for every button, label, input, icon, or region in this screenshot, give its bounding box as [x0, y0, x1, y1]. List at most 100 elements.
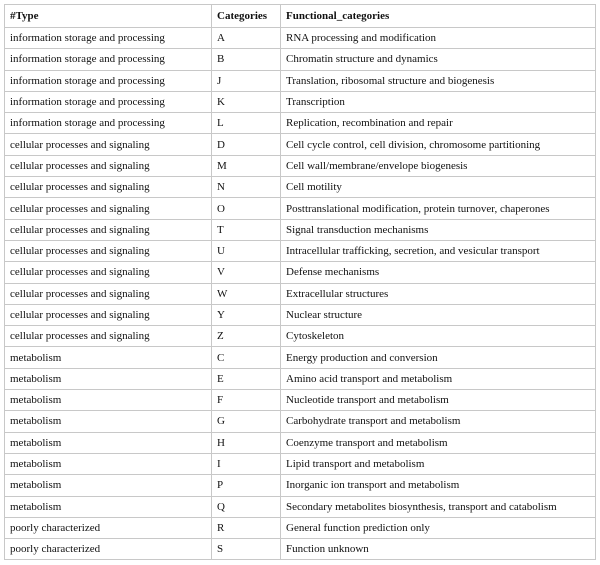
table-cell: Cell cycle control, cell division, chrom…	[280, 133, 596, 156]
table-row: cellular processes and signaling D Cell cy…	[4, 133, 596, 156]
table-cell: Amino acid transport and metabolism	[280, 367, 596, 391]
table-cell: Posttranslational modification, protein …	[280, 197, 596, 220]
table-row: cellular processes and signaling W Extrace…	[4, 282, 596, 305]
table-cell: M	[211, 154, 281, 178]
table-row: metabolism P Inorganic ion transport and m…	[4, 474, 596, 497]
table-cell: information storage and processing	[4, 90, 212, 114]
table-cell: cellular processes and signaling	[4, 303, 212, 327]
table-cell: Signal transduction mechanisms	[280, 218, 596, 241]
table-cell: metabolism	[4, 367, 212, 391]
table-row: information storage and processing L Repli…	[4, 112, 596, 135]
table-row: metabolism Q Secondary metabolites biosynt…	[4, 495, 596, 518]
table-cell: K	[211, 90, 281, 114]
table-cell: cellular processes and signaling	[4, 261, 212, 284]
header-cell: #Type	[4, 4, 212, 28]
table-cell: I	[211, 452, 281, 476]
table-row: information storage and processing B Chrom…	[4, 48, 596, 71]
table-cell: Lipid transport and metabolism	[280, 452, 596, 476]
table-row: metabolism I Lipid transport and metabolis…	[4, 452, 596, 476]
table-row: information storage and processing J Trans…	[4, 69, 596, 92]
table-cell: Extracellular structures	[280, 282, 596, 305]
table-cell: S	[211, 538, 281, 561]
table-row: information storage and processing A RNA p…	[4, 26, 596, 50]
table-cell: E	[211, 367, 281, 391]
table-cell: P	[211, 474, 281, 497]
table-row: cellular processes and signaling U Intrace…	[4, 239, 596, 263]
table-cell: metabolism	[4, 431, 212, 454]
table-cell: metabolism	[4, 495, 212, 518]
table-cell: metabolism	[4, 474, 212, 497]
header-cell: Categories	[211, 4, 281, 28]
table-cell: L	[211, 112, 281, 135]
table-cell: O	[211, 197, 281, 220]
table-cell: Defense mechanisms	[280, 261, 596, 284]
table-cell: Inorganic ion transport and metabolism	[280, 474, 596, 497]
table-cell: N	[211, 176, 281, 199]
table-row: cellular processes and signaling N Cell mo…	[4, 176, 596, 199]
table-row: metabolism E Amino acid transport and meta…	[4, 367, 596, 391]
table-cell: Carbohydrate transport and metabolism	[280, 410, 596, 433]
table-cell: B	[211, 48, 281, 71]
table-cell: Secondary metabolites biosynthesis, tran…	[280, 495, 596, 518]
table-row: metabolism C Energy production and convers…	[4, 346, 596, 369]
table-cell: information storage and processing	[4, 112, 212, 135]
table-row: cellular processes and signaling Y Nuclear…	[4, 303, 596, 327]
table-cell: cellular processes and signaling	[4, 218, 212, 241]
table-cell: cellular processes and signaling	[4, 239, 212, 263]
table-row: metabolism H Coenzyme transport and metabo…	[4, 431, 596, 454]
table-row: poorly characterized S Function unknown	[4, 538, 596, 561]
table-cell: cellular processes and signaling	[4, 154, 212, 178]
table-cell: information storage and processing	[4, 69, 212, 92]
table-row: cellular processes and signaling M Cell wa…	[4, 154, 596, 178]
table-cell: metabolism	[4, 452, 212, 476]
table-cell: Z	[211, 325, 281, 348]
table-cell: Replication, recombination and repair	[280, 112, 596, 135]
table-cell: cellular processes and signaling	[4, 176, 212, 199]
table-row: information storage and processing K Trans…	[4, 90, 596, 114]
table-row: cellular processes and signaling T Signal …	[4, 218, 596, 241]
table-cell: poorly characterized	[4, 538, 212, 561]
table-body: information storage and processing A RNA p…	[4, 26, 596, 561]
table-cell: Coenzyme transport and metabolism	[280, 431, 596, 454]
table: #Type Categories Functional_categories inf…	[4, 4, 596, 561]
table-row: cellular processes and signaling O Posttra…	[4, 197, 596, 220]
table-cell: Nucleotide transport and metabolism	[280, 389, 596, 412]
table-cell: G	[211, 410, 281, 433]
table-cell: Y	[211, 303, 281, 327]
table-cell: Nuclear structure	[280, 303, 596, 327]
table-cell: metabolism	[4, 389, 212, 412]
table-cell: A	[211, 26, 281, 50]
table-cell: information storage and processing	[4, 26, 212, 50]
table-cell: Cell wall/membrane/envelope biogenesis	[280, 154, 596, 178]
table-cell: D	[211, 133, 281, 156]
table-row: cellular processes and signaling V Defense…	[4, 261, 596, 284]
header-cell: Functional_categories	[280, 4, 596, 28]
table-cell: poorly characterized	[4, 516, 212, 540]
table-container: #Type Categories Functional_categories inf…	[4, 4, 596, 561]
table-cell: cellular processes and signaling	[4, 197, 212, 220]
table-cell: information storage and processing	[4, 48, 212, 71]
table-cell: U	[211, 239, 281, 263]
table-cell: C	[211, 346, 281, 369]
table-row: cellular processes and signaling Z Cytoske…	[4, 325, 596, 348]
table-cell: metabolism	[4, 410, 212, 433]
table-cell: Chromatin structure and dynamics	[280, 48, 596, 71]
table-cell: cellular processes and signaling	[4, 133, 212, 156]
table-cell: V	[211, 261, 281, 284]
table-cell: J	[211, 69, 281, 92]
table-cell: Q	[211, 495, 281, 518]
table-cell: Intracellular trafficking, secretion, an…	[280, 239, 596, 263]
table-cell: Cytoskeleton	[280, 325, 596, 348]
table-row: poorly characterized R General function pr…	[4, 516, 596, 540]
table-cell: Energy production and conversion	[280, 346, 596, 369]
table-cell: F	[211, 389, 281, 412]
table-row: metabolism G Carbohydrate transport and me…	[4, 410, 596, 433]
table-row: metabolism F Nucleotide transport and meta…	[4, 389, 596, 412]
header-row: #Type Categories Functional_categories	[4, 4, 596, 28]
table-cell: cellular processes and signaling	[4, 282, 212, 305]
table-cell: metabolism	[4, 346, 212, 369]
table-header: #Type Categories Functional_categories	[4, 4, 596, 28]
table-cell: H	[211, 431, 281, 454]
table-cell: RNA processing and modification	[280, 26, 596, 50]
